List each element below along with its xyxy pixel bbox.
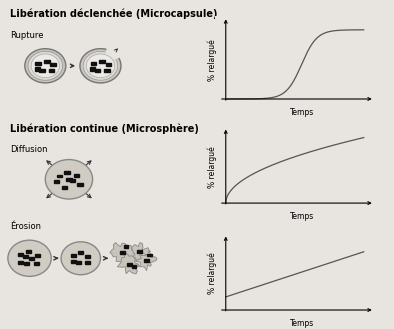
Bar [50,63,56,66]
Bar [127,263,132,266]
Text: % relargué: % relargué [208,146,217,188]
Bar [23,255,28,258]
Bar [49,69,54,72]
Bar [54,180,59,184]
Bar [147,254,152,256]
Circle shape [61,242,100,275]
Bar [29,257,34,260]
Bar [144,259,149,263]
Bar [120,251,125,254]
Bar [35,254,40,257]
Polygon shape [110,242,138,263]
Bar [26,250,31,253]
Bar [104,69,110,72]
Polygon shape [135,254,157,271]
Bar [70,179,75,182]
Bar [78,251,83,254]
Bar [106,63,111,66]
Text: Rupture: Rupture [10,31,43,40]
Polygon shape [80,49,121,83]
Bar [56,174,61,178]
Circle shape [25,49,66,83]
Bar [132,265,136,268]
Bar [61,186,67,189]
Text: Temps: Temps [290,212,314,221]
Bar [18,253,24,257]
Text: Temps: Temps [290,319,314,328]
Bar [84,261,89,264]
Bar [91,62,96,65]
Bar [66,178,71,181]
Bar [138,250,143,253]
Bar [39,69,45,72]
Polygon shape [132,242,151,262]
Bar [18,261,24,264]
Bar [24,262,29,265]
Bar [76,261,81,265]
Bar [71,260,76,263]
Circle shape [28,51,63,80]
Circle shape [8,240,51,276]
Text: Libération continue (Microsphère): Libération continue (Microsphère) [10,123,199,134]
Bar [35,62,41,65]
Bar [85,255,90,258]
Polygon shape [117,252,139,274]
Circle shape [31,54,59,78]
Bar [90,67,95,71]
Text: Temps: Temps [290,109,314,117]
Text: Libération déclenchée (Microcapsule): Libération déclenchée (Microcapsule) [10,8,217,19]
Bar [95,69,100,72]
Text: Érosion: Érosion [10,222,41,231]
Circle shape [86,54,115,78]
Bar [64,170,69,174]
Circle shape [45,160,93,199]
Bar [44,60,50,63]
Bar [71,254,76,257]
Text: % relargué: % relargué [208,39,217,81]
Bar [77,183,82,186]
Bar [34,262,39,265]
Bar [74,174,79,177]
Polygon shape [83,51,118,80]
Text: % relargué: % relargué [208,253,217,294]
Bar [124,245,128,248]
Text: Diffusion: Diffusion [10,145,47,154]
Bar [35,67,40,71]
Bar [99,60,105,63]
